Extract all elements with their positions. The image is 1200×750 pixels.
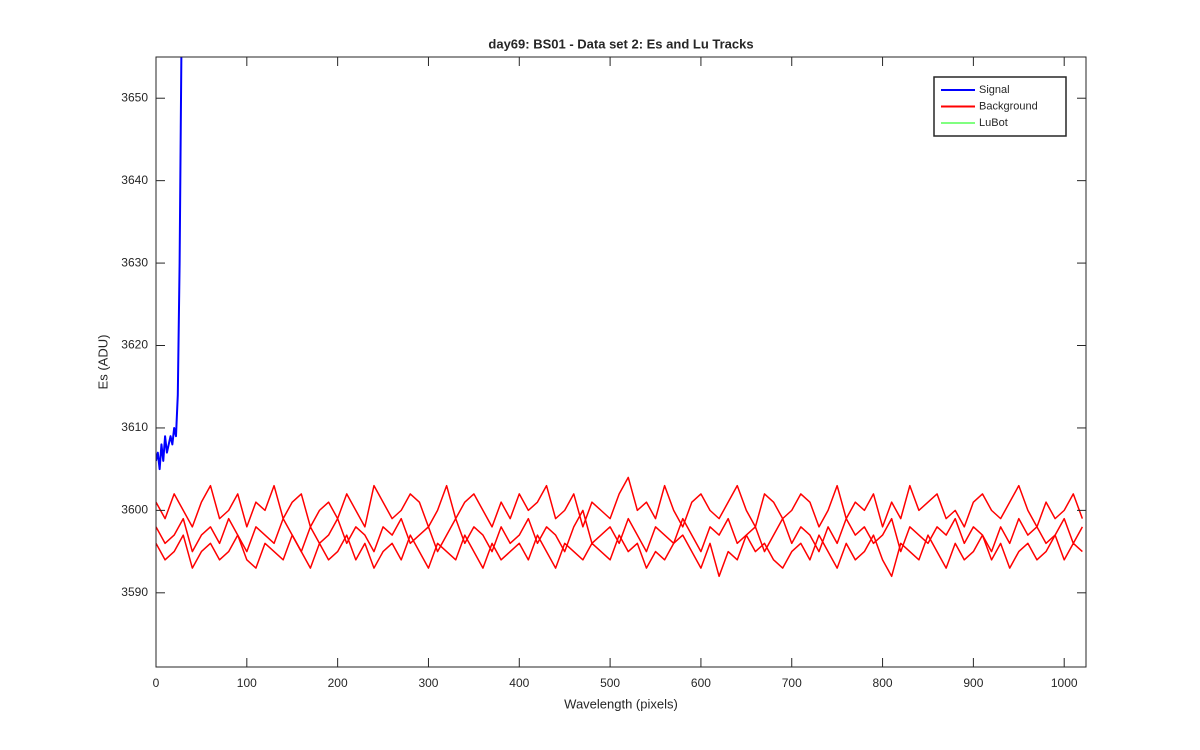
legend-label: LuBot (979, 117, 1008, 129)
x-tick-label: 500 (600, 676, 620, 690)
y-tick-label: 3640 (121, 173, 148, 187)
series-line (156, 57, 183, 471)
y-axis-label: Es (ADU) (95, 335, 110, 390)
x-tick-label: 100 (237, 676, 257, 690)
x-tick-label: 600 (691, 676, 711, 690)
y-tick-label: 3610 (121, 420, 148, 434)
y-tick-label: 3590 (121, 585, 148, 599)
series-line (156, 534, 1083, 578)
x-tick-label: 200 (328, 676, 348, 690)
axes-box (155, 56, 1087, 668)
x-tick-label: 900 (963, 676, 983, 690)
x-tick-label: 400 (509, 676, 529, 690)
legend-label: Background (979, 100, 1038, 112)
x-axis-label: Wavelength (pixels) (564, 696, 678, 711)
x-tick-label: 0 (153, 676, 160, 690)
legend-label: Signal (979, 84, 1010, 96)
y-tick-label: 3650 (121, 90, 148, 104)
x-tick-label: 700 (782, 676, 802, 690)
y-tick-label: 3620 (121, 338, 148, 352)
x-tick-label: 1000 (1051, 676, 1078, 690)
plot-area (156, 57, 1086, 667)
x-tick-label: 300 (418, 676, 438, 690)
chart-title: day69: BS01 - Data set 2: Es and Lu Trac… (488, 36, 753, 51)
lines (156, 57, 1084, 578)
x-tick-label: 800 (873, 676, 893, 690)
series-line (156, 509, 1084, 553)
y-tick-label: 3600 (121, 503, 148, 517)
y-tick-label: 3630 (121, 255, 148, 269)
